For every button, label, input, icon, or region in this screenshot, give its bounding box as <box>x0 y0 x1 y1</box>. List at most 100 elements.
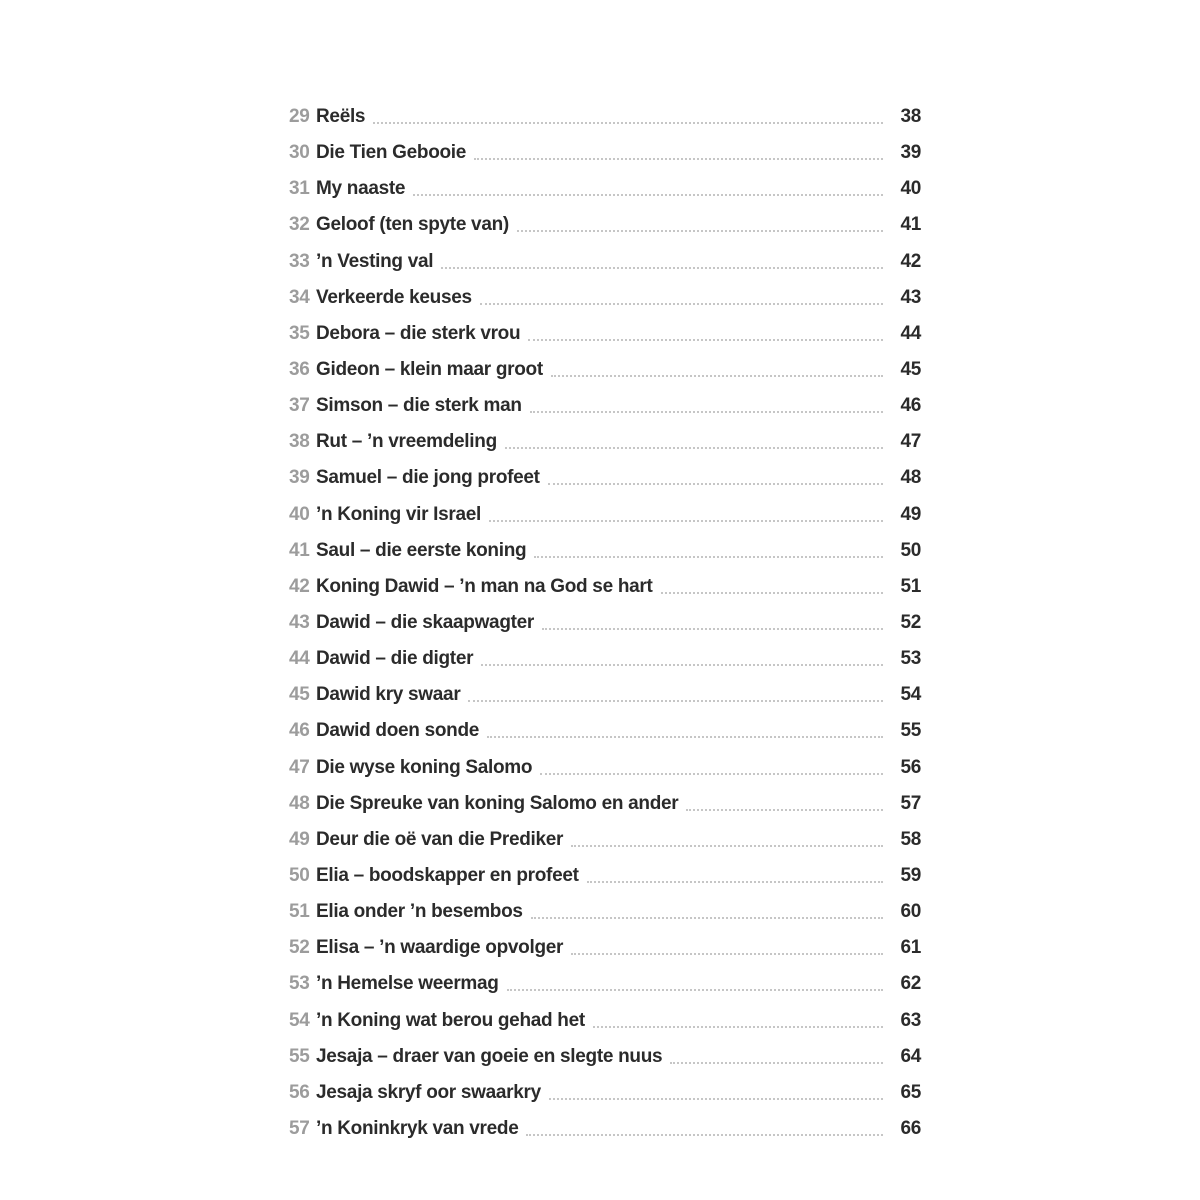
entry-page: 54 <box>900 684 921 706</box>
dotted-leader <box>506 989 883 992</box>
dotted-leader <box>489 519 883 522</box>
toc-row: 51 Elia onder ’n besembos 60 <box>289 894 921 930</box>
entry-title: Dawid doen sonde <box>316 720 480 742</box>
entry-number: 32 <box>289 214 310 236</box>
entry-title: Verkeerde keuses <box>316 286 472 308</box>
toc-row: 33 ’n Vesting val 42 <box>289 244 921 280</box>
toc-row: 54 ’n Koning wat berou gehad het 63 <box>289 1003 921 1039</box>
dotted-leader <box>571 844 883 847</box>
entry-title: Dawid – die digter <box>316 648 474 670</box>
entry-page: 56 <box>900 756 921 778</box>
entry-page: 44 <box>900 322 921 344</box>
entry-page: 42 <box>900 250 921 272</box>
entry-number: 36 <box>289 359 310 381</box>
entry-number: 50 <box>289 865 310 887</box>
dotted-leader <box>516 230 883 233</box>
dotted-leader <box>686 808 883 811</box>
entry-title: Jesaja – draer van goeie en slegte nuus <box>316 1045 663 1067</box>
dotted-leader <box>504 447 883 450</box>
entry-title: Saul – die eerste koning <box>316 539 527 561</box>
toc-row: 29 Reëls 38 <box>289 99 921 135</box>
entry-title: Koning Dawid – ’n man na God se hart <box>316 575 653 597</box>
dotted-leader <box>592 1025 883 1028</box>
toc-row: 52 Elisa – ’n waardige opvolger 61 <box>289 930 921 966</box>
toc-row: 50 Elia – boodskapper en profeet 59 <box>289 858 921 894</box>
entry-title: Elia – boodskapper en profeet <box>316 865 579 887</box>
dotted-leader <box>548 1097 883 1100</box>
entry-page: 60 <box>900 901 921 923</box>
entry-title: ’n Koning wat berou gehad het <box>316 1009 585 1031</box>
toc-row: 41 Saul – die eerste koning 50 <box>289 533 921 569</box>
dotted-leader <box>542 628 883 631</box>
entry-title: Debora – die sterk vrou <box>316 322 521 344</box>
entry-number: 40 <box>289 503 310 525</box>
entry-number: 38 <box>289 431 310 453</box>
entry-number: 47 <box>289 756 310 778</box>
entry-page: 41 <box>900 214 921 236</box>
table-of-contents: 29 Reëls 38 30 Die Tien Gebooie 39 31 My… <box>289 99 921 1147</box>
entry-number: 55 <box>289 1045 310 1067</box>
dotted-leader <box>487 736 883 739</box>
entry-page: 46 <box>900 395 921 417</box>
dotted-leader <box>413 194 883 197</box>
entry-number: 46 <box>289 720 310 742</box>
toc-row: 47 Die wyse koning Salomo 56 <box>289 750 921 786</box>
entry-page: 38 <box>900 106 921 128</box>
entry-number: 57 <box>289 1118 310 1139</box>
toc-row: 37 Simson – die sterk man 46 <box>289 388 921 424</box>
entry-number: 34 <box>289 286 310 308</box>
entry-page: 49 <box>900 503 921 525</box>
entry-number: 31 <box>289 178 310 200</box>
dotted-leader <box>373 122 883 125</box>
entry-number: 33 <box>289 250 310 272</box>
toc-row: 34 Verkeerde keuses 43 <box>289 280 921 316</box>
toc-row: 56 Jesaja skryf oor swaarkry 65 <box>289 1075 921 1111</box>
dotted-leader <box>547 483 883 486</box>
entry-number: 53 <box>289 973 310 995</box>
entry-page: 64 <box>900 1045 921 1067</box>
entry-page: 62 <box>900 973 921 995</box>
entry-title: Dawid – die skaapwagter <box>316 612 535 634</box>
toc-row: 53 ’n Hemelse weermag 62 <box>289 966 921 1002</box>
dotted-leader <box>529 411 883 414</box>
entry-page: 66 <box>900 1118 921 1139</box>
entry-title: Deur die oë van die Prediker <box>316 828 564 850</box>
dotted-leader <box>571 953 883 956</box>
entry-title: Die wyse koning Salomo <box>316 756 533 778</box>
dotted-leader <box>528 338 883 341</box>
entry-page: 61 <box>900 937 921 959</box>
dotted-leader <box>550 375 883 378</box>
dotted-leader <box>586 881 883 884</box>
entry-title: ’n Vesting val <box>316 250 434 272</box>
dotted-leader <box>441 266 883 269</box>
entry-number: 42 <box>289 575 310 597</box>
entry-number: 39 <box>289 467 310 489</box>
toc-row: 38 Rut – ’n vreemdeling 47 <box>289 424 921 460</box>
dotted-leader <box>481 664 883 667</box>
entry-title: ’n Hemelse weermag <box>316 973 499 995</box>
entry-title: Rut – ’n vreemdeling <box>316 431 497 453</box>
dotted-leader <box>540 772 883 775</box>
toc-row: 32 Geloof (ten spyte van) 41 <box>289 207 921 243</box>
entry-page: 63 <box>900 1009 921 1031</box>
entry-title: My naaste <box>316 178 406 200</box>
entry-number: 30 <box>289 142 310 164</box>
entry-page: 39 <box>900 142 921 164</box>
entry-number: 51 <box>289 901 310 923</box>
toc-row: 30 Die Tien Gebooie 39 <box>289 135 921 171</box>
dotted-leader <box>526 1134 883 1136</box>
toc-row: 42 Koning Dawid – ’n man na God se hart … <box>289 569 921 605</box>
entry-title: Elisa – ’n waardige opvolger <box>316 937 564 959</box>
entry-page: 59 <box>900 865 921 887</box>
dotted-leader <box>479 302 883 305</box>
entry-page: 43 <box>900 286 921 308</box>
entry-title: Simson – die sterk man <box>316 395 522 417</box>
toc-row: 57 ’n Koninkryk van vrede 66 <box>289 1111 921 1147</box>
entry-title: Jesaja skryf oor swaarkry <box>316 1081 541 1103</box>
entry-number: 49 <box>289 828 310 850</box>
entry-title: Gideon – klein maar groot <box>316 359 543 381</box>
entry-title: ’n Koninkryk van vrede <box>316 1118 519 1139</box>
toc-row: 55 Jesaja – draer van goeie en slegte nu… <box>289 1039 921 1075</box>
entry-title: Dawid kry swaar <box>316 684 461 706</box>
